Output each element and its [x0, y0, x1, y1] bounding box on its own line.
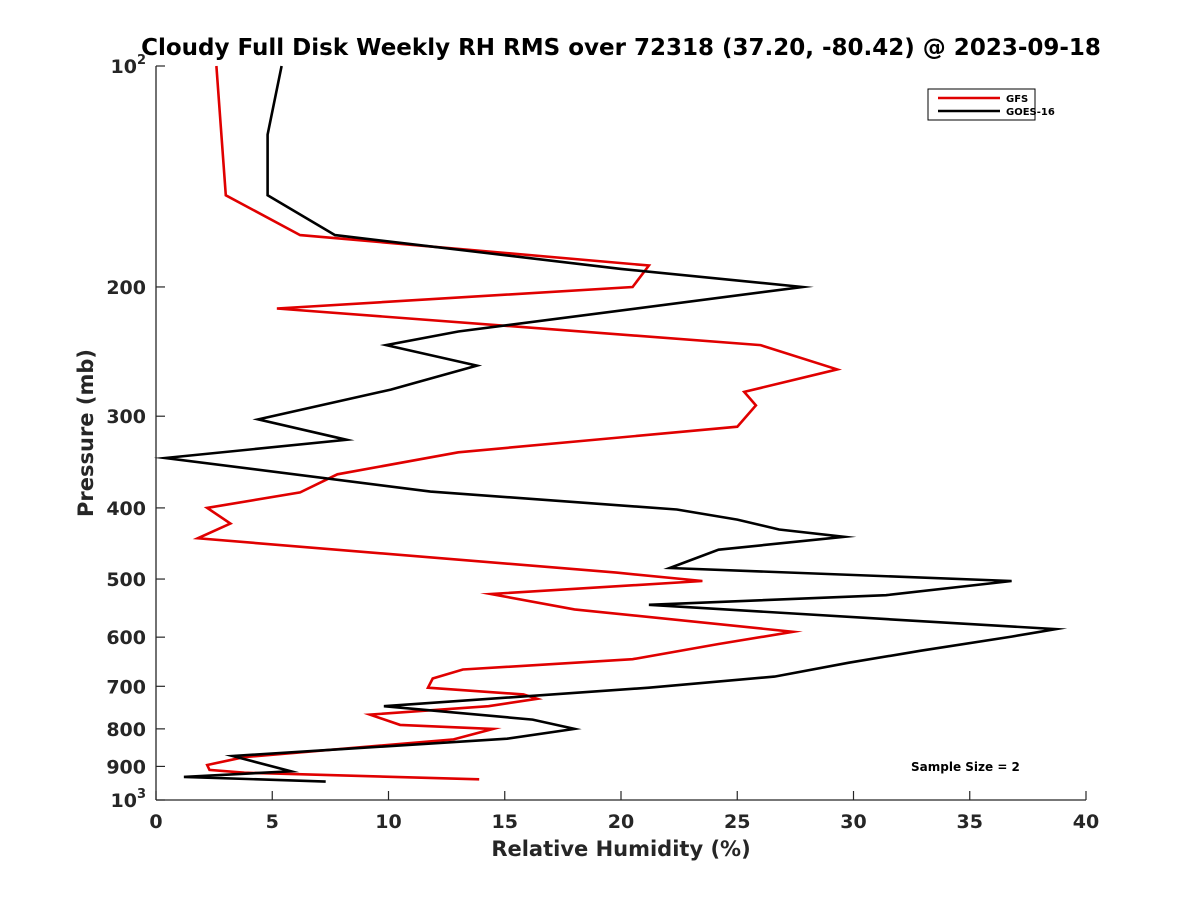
- y-tick-label: 300: [106, 406, 146, 428]
- y-tick-label: 800: [106, 719, 146, 741]
- y-tick-label: 400: [106, 498, 146, 520]
- y-axis-label: Pressure (mb): [74, 349, 98, 517]
- y-tick-base: 10: [111, 790, 137, 812]
- x-tick-label: 30: [840, 811, 866, 833]
- y-tick-label: 500: [106, 569, 146, 591]
- chart-title: Cloudy Full Disk Weekly RH RMS over 7231…: [141, 35, 1101, 61]
- sample-size-annotation: Sample Size = 2: [911, 760, 1020, 774]
- y-tick-exponent: 2: [137, 53, 146, 68]
- data-series: [153, 65, 1068, 783]
- x-tick-label: 25: [724, 811, 750, 833]
- x-ticks: 0 5 10 15 20 25 30 35 40: [149, 791, 1099, 833]
- legend: GFS GOES-16: [927, 88, 1055, 121]
- y-tick-label: 200: [106, 277, 146, 299]
- x-axis-label: Relative Humidity (%): [491, 837, 750, 861]
- y-tick-label: 102: [111, 53, 147, 78]
- series-line-gfs: [192, 65, 843, 781]
- y-tick-label: 700: [106, 676, 146, 698]
- x-tick-label: 0: [149, 811, 162, 833]
- x-tick-label: 10: [375, 811, 401, 833]
- x-tick-label: 40: [1073, 811, 1099, 833]
- legend-label: GFS: [1006, 94, 1028, 105]
- y-tick-label: 600: [106, 627, 146, 649]
- y-tick-base: 10: [111, 56, 137, 78]
- y-tick-label: 103: [111, 787, 147, 812]
- series-line-goes-16: [153, 65, 1068, 783]
- legend-label: GOES-16: [1006, 107, 1055, 118]
- x-tick-label: 35: [957, 811, 983, 833]
- y-tick-label: 900: [106, 756, 146, 778]
- legend-box: [927, 88, 1036, 121]
- x-tick-label: 20: [608, 811, 634, 833]
- x-tick-label: 15: [492, 811, 518, 833]
- y-tick-exponent: 3: [137, 787, 146, 802]
- x-tick-label: 5: [266, 811, 279, 833]
